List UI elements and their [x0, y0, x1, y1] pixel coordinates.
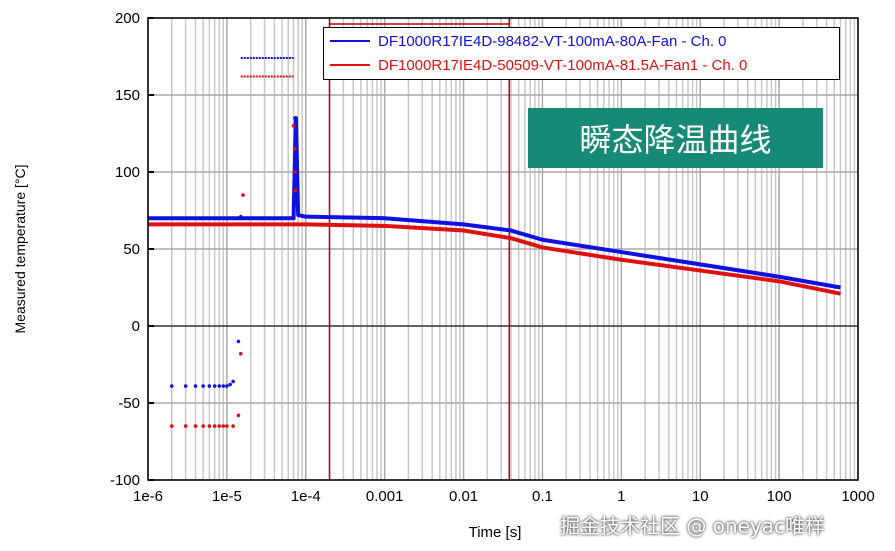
data-point: [231, 379, 235, 384]
data-point: [292, 147, 297, 151]
data-point: [291, 124, 296, 128]
x-tick-label: 0.001: [366, 488, 404, 505]
tick-labels: 1e-6 1e-5 1e-4 0.001 0.01 0.1 1 10 100 1000-100-5…: [110, 10, 875, 505]
data-point: [221, 424, 226, 428]
data-point: [228, 382, 232, 387]
y-tick-label: 0: [132, 318, 140, 335]
y-tick-label: 100: [115, 164, 140, 181]
legend-label: DF1000R17IE4D-50509-VT-100mA-81.5A-Fan1 …: [378, 56, 748, 74]
y-tick-label: -100: [110, 472, 140, 489]
legend: DF1000R17IE4D-98482-VT-100mA-80A-Fan - C…: [323, 27, 840, 80]
data-point: [293, 142, 297, 147]
y-tick-label: 150: [115, 87, 140, 104]
cursor-lines: [328, 18, 511, 480]
data-point: [236, 339, 241, 344]
x-tick-label: 10: [692, 488, 709, 505]
y-axis-label: Measured temperature [°C]: [12, 164, 28, 333]
x-tick-label: 100: [767, 488, 792, 505]
x-tick-label: 0.01: [449, 488, 478, 505]
x-axis-label: Time [s]: [469, 524, 522, 541]
data-point: [221, 384, 226, 388]
annotation-box: 瞬态降温曲线: [528, 108, 823, 168]
series-line-1: [148, 222, 841, 296]
data-point: [238, 351, 243, 356]
x-tick-label: 1e-4: [291, 488, 321, 505]
legend-label: DF1000R17IE4D-98482-VT-100mA-80A-Fan - C…: [378, 32, 727, 50]
data-point: [169, 424, 174, 428]
x-tick-label: 1e-5: [212, 488, 242, 505]
data-point: [236, 413, 241, 418]
x-tick-label: 0.1: [532, 488, 553, 505]
series-marks: [148, 57, 841, 428]
legend-item-red: DF1000R17IE4D-50509-VT-100mA-81.5A-Fan1 …: [324, 54, 839, 76]
data-point: [238, 214, 243, 219]
data-point: [293, 188, 298, 193]
data-point: [225, 384, 229, 388]
x-tick-label: 1000: [841, 488, 874, 505]
y-tick-label: 200: [115, 10, 140, 27]
data-point: [217, 424, 222, 428]
data-point: [193, 424, 198, 428]
data-point: [231, 424, 235, 428]
data-point: [295, 185, 299, 190]
y-tick-label: -50: [118, 395, 140, 412]
data-point: [207, 384, 212, 388]
data-point: [217, 384, 222, 388]
legend-item-blue: DF1000R17IE4D-98482-VT-100mA-80A-Fan - C…: [324, 30, 839, 52]
data-point: [212, 424, 217, 428]
grid: [147, 17, 859, 481]
x-tick-label: 1: [617, 488, 625, 505]
data-point: [169, 384, 174, 388]
data-point: [241, 193, 245, 197]
data-point: [207, 424, 212, 428]
data-point: [183, 424, 188, 428]
data-point: [201, 424, 205, 428]
data-point: [193, 384, 198, 388]
data-point: [293, 116, 297, 120]
legend-swatch: [330, 64, 370, 66]
y-tick-label: 50: [123, 241, 140, 258]
x-tick-label: 1e-6: [133, 488, 163, 505]
watermark: 掘金技术社区 @ oneyac唯样: [560, 514, 826, 538]
data-point: [183, 384, 188, 388]
legend-swatch: [330, 40, 370, 42]
data-point: [225, 424, 229, 428]
data-point: [212, 384, 217, 388]
data-point: [293, 170, 297, 174]
data-point: [201, 384, 205, 388]
